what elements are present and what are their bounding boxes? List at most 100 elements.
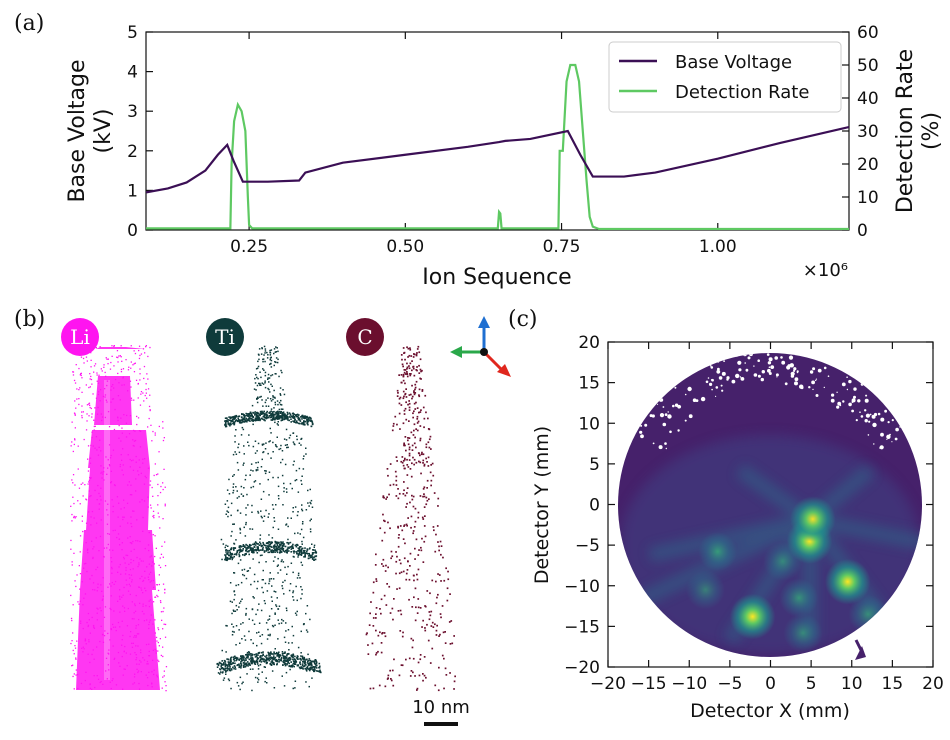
c-atom: [426, 623, 428, 626]
c-atom: [425, 496, 428, 499]
c-atom: [406, 373, 409, 376]
c-atom: [400, 374, 403, 376]
c-atom: [413, 353, 415, 355]
edge-speckle: [639, 430, 643, 434]
edge-speckle: [867, 434, 870, 436]
ti-atom: [265, 509, 267, 512]
edge-speckle: [710, 366, 714, 369]
ti-atom: [242, 414, 245, 416]
x-tick-label-a: 1.00: [699, 237, 737, 257]
ti-atom: [275, 605, 278, 608]
ti-atom: [258, 631, 260, 633]
edge-speckle: [899, 426, 902, 428]
ti-atom: [251, 551, 253, 553]
ti-atom: [295, 660, 297, 662]
ti-atom: [249, 543, 251, 546]
c-atom: [366, 632, 368, 634]
ti-atom: [228, 679, 231, 682]
badge-ti-circle: [206, 318, 244, 356]
ti-atom: [289, 541, 292, 544]
li-atom: [157, 659, 159, 661]
y-tick-label-c: −5: [575, 536, 600, 556]
ti-atom: [234, 666, 236, 668]
c-atom: [398, 492, 401, 495]
li-atom: [85, 643, 87, 645]
li-atom: [83, 563, 86, 565]
li-atom: [105, 456, 107, 458]
li-atom: [96, 499, 98, 501]
ti-atom: [312, 668, 315, 671]
li-atom: [91, 688, 93, 690]
ti-atom: [262, 383, 265, 385]
ti-atom: [279, 569, 282, 571]
c-atom: [421, 390, 424, 392]
ti-atom: [297, 556, 299, 558]
li-atom: [137, 417, 140, 419]
ti-atom: [311, 558, 314, 560]
li-atom: [93, 371, 95, 373]
c-atom: [426, 590, 429, 592]
ti-atom: [271, 670, 274, 672]
c-atom: [395, 495, 398, 497]
ti-atom: [242, 428, 245, 431]
li-atom: [150, 507, 152, 509]
ti-atom: [273, 687, 276, 689]
ti-atom: [280, 369, 282, 372]
ti-atom: [305, 629, 308, 631]
c-atom: [405, 388, 407, 390]
li-atom: [99, 607, 101, 609]
c-atom: [377, 650, 379, 653]
li-atom: [145, 383, 147, 385]
ti-atom: [275, 415, 278, 417]
edge-speckle: [709, 365, 712, 367]
ti-atom: [285, 428, 288, 431]
li-atom: [74, 484, 76, 486]
ti-atom: [262, 358, 265, 360]
c-atom: [419, 454, 421, 457]
ti-atom: [306, 666, 309, 669]
c-atom: [388, 585, 391, 588]
ti-atom: [255, 542, 258, 545]
ti-atom: [255, 469, 258, 471]
li-atom: [77, 601, 79, 603]
li-atom: [145, 388, 147, 391]
li-atom: [89, 683, 91, 686]
ti-atom: [249, 417, 252, 420]
ti-atom: [226, 489, 229, 491]
ti-atom: [248, 418, 250, 420]
ti-atom: [262, 579, 264, 581]
ti-atom: [286, 444, 288, 446]
li-atom: [148, 650, 150, 653]
c-atom: [450, 620, 453, 622]
edge-speckle: [731, 379, 736, 384]
ti-atom: [279, 410, 281, 413]
li-atom: [71, 665, 73, 667]
ti-atom: [301, 523, 304, 525]
c-atom: [446, 599, 449, 602]
li-atom: [93, 365, 96, 367]
ti-atom: [251, 404, 254, 407]
li-atom: [81, 405, 83, 407]
ti-atom: [297, 547, 300, 550]
edge-speckle: [808, 386, 811, 389]
li-atom: [118, 382, 120, 384]
li-atom: [93, 419, 95, 421]
ti-atom: [241, 638, 243, 640]
x-multiplier: ×10⁶: [803, 260, 848, 281]
ti-atom: [274, 548, 276, 551]
li-atom: [98, 550, 100, 552]
li-atom: [153, 474, 155, 477]
li-atom: [162, 610, 164, 613]
ti-atom: [242, 622, 244, 624]
y-tick-label-c: −10: [564, 577, 600, 597]
li-atom: [111, 398, 114, 400]
li-atom: [117, 419, 119, 422]
li-atom: [105, 670, 107, 672]
ti-atom: [301, 415, 303, 418]
li-atom: [155, 636, 158, 639]
ti-atom: [287, 419, 289, 421]
li-atom: [104, 500, 107, 502]
c-atom: [414, 675, 416, 677]
c-atom: [418, 549, 420, 551]
ti-atom: [307, 653, 309, 656]
